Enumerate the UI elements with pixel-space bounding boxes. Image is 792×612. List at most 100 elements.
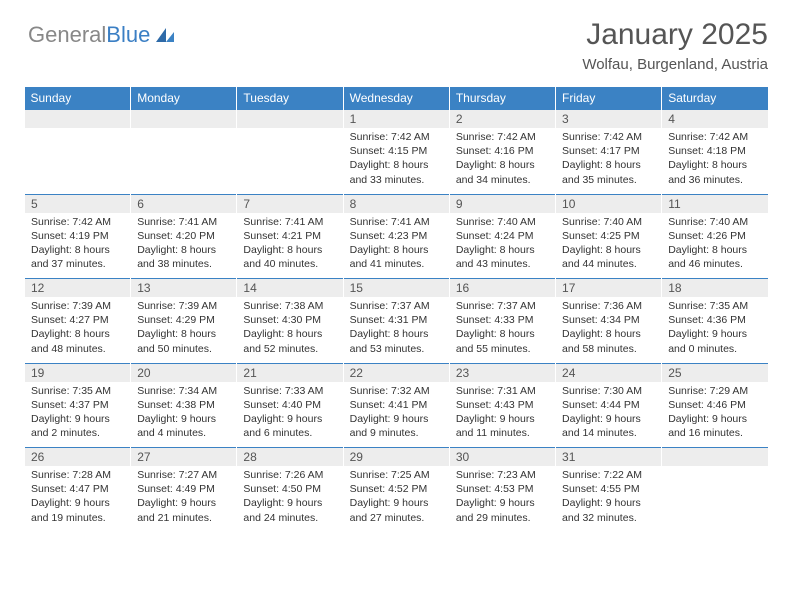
daylight-text-1: Daylight: 9 hours <box>137 412 230 426</box>
logo-text-general: General <box>28 22 106 48</box>
logo: GeneralBlue <box>28 22 176 48</box>
day-number-cell: 19 <box>25 363 131 382</box>
day-content-cell: Sunrise: 7:41 AMSunset: 4:20 PMDaylight:… <box>131 213 237 279</box>
day-content-cell: Sunrise: 7:42 AMSunset: 4:18 PMDaylight:… <box>662 128 768 194</box>
daylight-text-1: Daylight: 9 hours <box>243 412 336 426</box>
sunrise-text: Sunrise: 7:29 AM <box>668 384 762 398</box>
daylight-text-1: Daylight: 9 hours <box>668 327 762 341</box>
day-content-cell: Sunrise: 7:40 AMSunset: 4:26 PMDaylight:… <box>662 213 768 279</box>
day-content-cell: Sunrise: 7:31 AMSunset: 4:43 PMDaylight:… <box>449 382 555 448</box>
daylight-text-2: and 6 minutes. <box>243 426 336 440</box>
sunset-text: Sunset: 4:49 PM <box>137 482 230 496</box>
day-number-cell: 17 <box>556 279 662 298</box>
daylight-text-1: Daylight: 9 hours <box>350 496 443 510</box>
sunset-text: Sunset: 4:16 PM <box>456 144 549 158</box>
day-number-cell: 18 <box>662 279 768 298</box>
sunrise-text: Sunrise: 7:39 AM <box>137 299 230 313</box>
day-number-cell: 16 <box>449 279 555 298</box>
daylight-text-1: Daylight: 8 hours <box>456 243 549 257</box>
daylight-text-1: Daylight: 9 hours <box>350 412 443 426</box>
daylight-text-1: Daylight: 9 hours <box>31 496 124 510</box>
sunset-text: Sunset: 4:33 PM <box>456 313 549 327</box>
sunset-text: Sunset: 4:27 PM <box>31 313 124 327</box>
sunrise-text: Sunrise: 7:41 AM <box>137 215 230 229</box>
daylight-text-1: Daylight: 8 hours <box>562 158 655 172</box>
day-number-cell: 8 <box>343 194 449 213</box>
sunrise-text: Sunrise: 7:41 AM <box>243 215 336 229</box>
day-content-cell: Sunrise: 7:38 AMSunset: 4:30 PMDaylight:… <box>237 297 343 363</box>
daylight-text-2: and 55 minutes. <box>456 342 549 356</box>
logo-text-blue: Blue <box>106 22 150 48</box>
sunset-text: Sunset: 4:36 PM <box>668 313 762 327</box>
day-content-cell: Sunrise: 7:34 AMSunset: 4:38 PMDaylight:… <box>131 382 237 448</box>
day-content-cell: Sunrise: 7:28 AMSunset: 4:47 PMDaylight:… <box>25 466 131 532</box>
sunrise-text: Sunrise: 7:39 AM <box>31 299 124 313</box>
sunrise-text: Sunrise: 7:41 AM <box>350 215 443 229</box>
weekday-header-row: SundayMondayTuesdayWednesdayThursdayFrid… <box>25 87 769 110</box>
sunrise-text: Sunrise: 7:35 AM <box>31 384 124 398</box>
day-content-cell: Sunrise: 7:25 AMSunset: 4:52 PMDaylight:… <box>343 466 449 532</box>
header: GeneralBlue January 2025 Wolfau, Burgenl… <box>0 0 792 87</box>
day-number-row: 19202122232425 <box>25 363 769 382</box>
sunset-text: Sunset: 4:55 PM <box>562 482 655 496</box>
daylight-text-1: Daylight: 8 hours <box>350 158 443 172</box>
sunrise-text: Sunrise: 7:34 AM <box>137 384 230 398</box>
day-number-cell <box>662 448 768 467</box>
daylight-text-1: Daylight: 8 hours <box>668 243 762 257</box>
daylight-text-1: Daylight: 8 hours <box>668 158 762 172</box>
day-content-cell: Sunrise: 7:39 AMSunset: 4:29 PMDaylight:… <box>131 297 237 363</box>
day-number-cell: 24 <box>556 363 662 382</box>
day-content-row: Sunrise: 7:42 AMSunset: 4:19 PMDaylight:… <box>25 213 769 279</box>
daylight-text-2: and 38 minutes. <box>137 257 230 271</box>
sunrise-text: Sunrise: 7:42 AM <box>562 130 655 144</box>
daylight-text-2: and 58 minutes. <box>562 342 655 356</box>
sunrise-text: Sunrise: 7:40 AM <box>456 215 549 229</box>
daylight-text-2: and 33 minutes. <box>350 173 443 187</box>
day-number-cell: 9 <box>449 194 555 213</box>
sunset-text: Sunset: 4:44 PM <box>562 398 655 412</box>
daylight-text-2: and 50 minutes. <box>137 342 230 356</box>
day-content-cell: Sunrise: 7:42 AMSunset: 4:15 PMDaylight:… <box>343 128 449 194</box>
sunset-text: Sunset: 4:50 PM <box>243 482 336 496</box>
sunset-text: Sunset: 4:30 PM <box>243 313 336 327</box>
sunrise-text: Sunrise: 7:32 AM <box>350 384 443 398</box>
sunset-text: Sunset: 4:23 PM <box>350 229 443 243</box>
sunset-text: Sunset: 4:40 PM <box>243 398 336 412</box>
daylight-text-2: and 11 minutes. <box>456 426 549 440</box>
daylight-text-2: and 41 minutes. <box>350 257 443 271</box>
daylight-text-2: and 19 minutes. <box>31 511 124 525</box>
day-content-cell: Sunrise: 7:41 AMSunset: 4:23 PMDaylight:… <box>343 213 449 279</box>
weekday-header: Saturday <box>662 87 768 110</box>
sunrise-text: Sunrise: 7:23 AM <box>456 468 549 482</box>
sunset-text: Sunset: 4:34 PM <box>562 313 655 327</box>
day-number-cell: 3 <box>556 110 662 129</box>
sunset-text: Sunset: 4:29 PM <box>137 313 230 327</box>
day-content-cell <box>131 128 237 194</box>
weekday-header: Thursday <box>449 87 555 110</box>
daylight-text-2: and 44 minutes. <box>562 257 655 271</box>
day-content-cell: Sunrise: 7:36 AMSunset: 4:34 PMDaylight:… <box>556 297 662 363</box>
daylight-text-2: and 32 minutes. <box>562 511 655 525</box>
day-content-row: Sunrise: 7:35 AMSunset: 4:37 PM Daylight:… <box>25 382 769 448</box>
sunrise-text: Sunrise: 7:42 AM <box>668 130 762 144</box>
sunset-text: Sunset: 4:38 PM <box>137 398 230 412</box>
sunset-text: Sunset: 4:19 PM <box>31 229 124 243</box>
sunset-text: Sunset: 4:53 PM <box>456 482 549 496</box>
sunset-text: Sunset: 4:37 PM <box>31 398 124 412</box>
sunrise-text: Sunrise: 7:33 AM <box>243 384 336 398</box>
daylight-text-1: Daylight: 9 hours <box>562 412 655 426</box>
day-number-cell: 2 <box>449 110 555 129</box>
day-content-cell: Sunrise: 7:29 AMSunset: 4:46 PMDaylight:… <box>662 382 768 448</box>
sunset-text: Sunset: 4:25 PM <box>562 229 655 243</box>
day-content-cell: Sunrise: 7:42 AMSunset: 4:19 PMDaylight:… <box>25 213 131 279</box>
sunset-text: Sunset: 4:52 PM <box>350 482 443 496</box>
daylight-text-1: Daylight: 8 hours <box>350 327 443 341</box>
calendar-table: SundayMondayTuesdayWednesdayThursdayFrid… <box>24 87 768 532</box>
sunrise-text: Sunrise: 7:37 AM <box>456 299 549 313</box>
day-content-cell: Sunrise: 7:40 AMSunset: 4:24 PMDaylight:… <box>449 213 555 279</box>
day-content-cell: Sunrise: 7:32 AMSunset: 4:41 PMDaylight:… <box>343 382 449 448</box>
daylight-text-2: and 40 minutes. <box>243 257 336 271</box>
daylight-text-1: Daylight: 8 hours <box>137 327 230 341</box>
sunrise-text: Sunrise: 7:30 AM <box>562 384 655 398</box>
day-content-cell <box>662 466 768 532</box>
